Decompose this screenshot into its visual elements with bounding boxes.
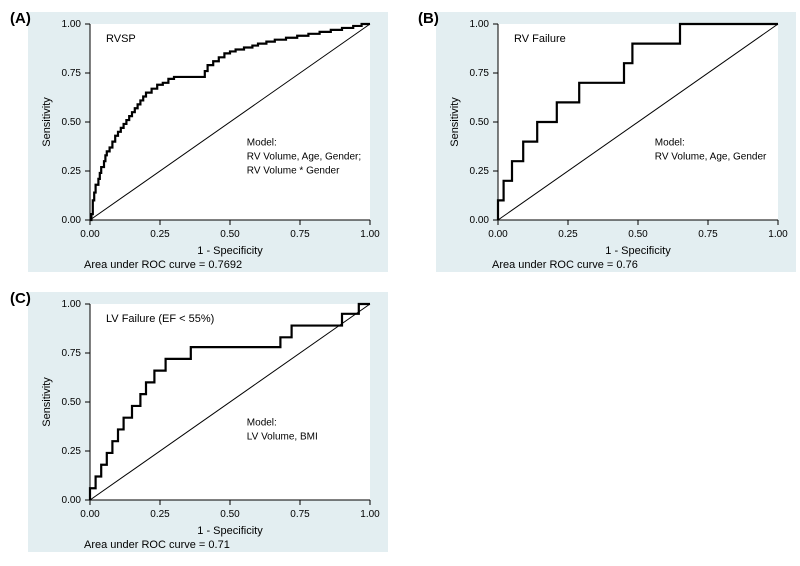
svg-text:1.00: 1.00 (62, 19, 82, 30)
svg-text:RV Volume, Age, Gender;: RV Volume, Age, Gender; (247, 152, 361, 163)
svg-text:0.75: 0.75 (62, 348, 82, 359)
svg-text:1.00: 1.00 (768, 229, 788, 240)
panel-c: (C) 0.00 0.25 0.50 0.75 1.00 0.00 0.25 0.50 0.75… (10, 290, 388, 552)
svg-text:RV Volume, Age, Gender: RV Volume, Age, Gender (655, 152, 767, 163)
svg-text:Model:: Model: (655, 138, 685, 149)
svg-text:1.00: 1.00 (360, 509, 380, 520)
svg-text:RV Failure: RV Failure (514, 33, 566, 45)
svg-text:0.50: 0.50 (628, 229, 648, 240)
svg-text:RV Volume * Gender: RV Volume * Gender (247, 166, 340, 177)
svg-text:Sensitivity: Sensitivity (41, 97, 53, 147)
svg-text:0.00: 0.00 (488, 229, 508, 240)
svg-text:0.50: 0.50 (62, 117, 82, 128)
svg-text:Area under ROC curve = 0.76: Area under ROC curve = 0.76 (492, 259, 638, 271)
svg-text:0.25: 0.25 (470, 166, 490, 177)
roc-plot-c: 0.00 0.25 0.50 0.75 1.00 0.00 0.25 0.50 0.75 1.00… (28, 292, 388, 552)
panel-letter-c: (C) (10, 290, 31, 307)
svg-text:0.50: 0.50 (470, 117, 490, 128)
svg-text:0.50: 0.50 (220, 229, 240, 240)
svg-text:0.75: 0.75 (698, 229, 718, 240)
svg-text:0.50: 0.50 (62, 397, 82, 408)
svg-text:0.00: 0.00 (62, 215, 82, 226)
svg-text:0.25: 0.25 (62, 166, 82, 177)
roc-plot-a: 0.00 0.25 0.50 0.75 1.00 0.00 0.25 0.50 0.75 1.00… (28, 12, 388, 272)
roc-plot-b: 0.00 0.25 0.50 0.75 1.00 0.00 0.25 0.50 0.75 1.00… (436, 12, 796, 272)
panel-a: (A) 0.00 0.25 0.50 0.75 1.00 0.00 0.25 0.50 0.75… (10, 10, 388, 272)
svg-text:0.50: 0.50 (220, 509, 240, 520)
svg-text:0.00: 0.00 (62, 495, 82, 506)
svg-text:1 - Specificity: 1 - Specificity (197, 245, 263, 257)
svg-text:1.00: 1.00 (62, 299, 82, 310)
svg-text:0.75: 0.75 (290, 229, 310, 240)
svg-text:Model:: Model: (247, 138, 277, 149)
svg-text:0.75: 0.75 (62, 68, 82, 79)
svg-text:0.25: 0.25 (558, 229, 578, 240)
svg-text:RVSP: RVSP (106, 33, 136, 45)
svg-text:1 - Specificity: 1 - Specificity (197, 525, 263, 537)
svg-text:0.25: 0.25 (150, 229, 170, 240)
panel-b: (B) 0.00 0.25 0.50 0.75 1.00 0.00 0.25 0.50 0.75… (418, 10, 796, 272)
svg-text:0.00: 0.00 (470, 215, 490, 226)
figure-grid: (A) 0.00 0.25 0.50 0.75 1.00 0.00 0.25 0.50 0.75… (10, 10, 790, 552)
panel-letter-a: (A) (10, 10, 31, 27)
svg-text:1 - Specificity: 1 - Specificity (605, 245, 671, 257)
svg-text:Sensitivity: Sensitivity (41, 377, 53, 427)
svg-text:LV Volume, BMI: LV Volume, BMI (247, 432, 318, 443)
svg-text:0.25: 0.25 (150, 509, 170, 520)
panel-letter-b: (B) (418, 10, 439, 27)
svg-text:0.75: 0.75 (470, 68, 490, 79)
svg-text:1.00: 1.00 (470, 19, 490, 30)
svg-text:LV Failure (EF < 55%): LV Failure (EF < 55%) (106, 313, 214, 325)
panel-empty (418, 290, 796, 552)
svg-text:0.75: 0.75 (290, 509, 310, 520)
svg-text:Model:: Model: (247, 418, 277, 429)
svg-text:Area under ROC curve = 0.71: Area under ROC curve = 0.71 (84, 539, 230, 551)
svg-text:1.00: 1.00 (360, 229, 380, 240)
svg-text:0.00: 0.00 (80, 229, 100, 240)
svg-text:Area under ROC curve = 0.7692: Area under ROC curve = 0.7692 (84, 259, 242, 271)
svg-text:0.25: 0.25 (62, 446, 82, 457)
svg-text:0.00: 0.00 (80, 509, 100, 520)
svg-text:Sensitivity: Sensitivity (449, 97, 461, 147)
